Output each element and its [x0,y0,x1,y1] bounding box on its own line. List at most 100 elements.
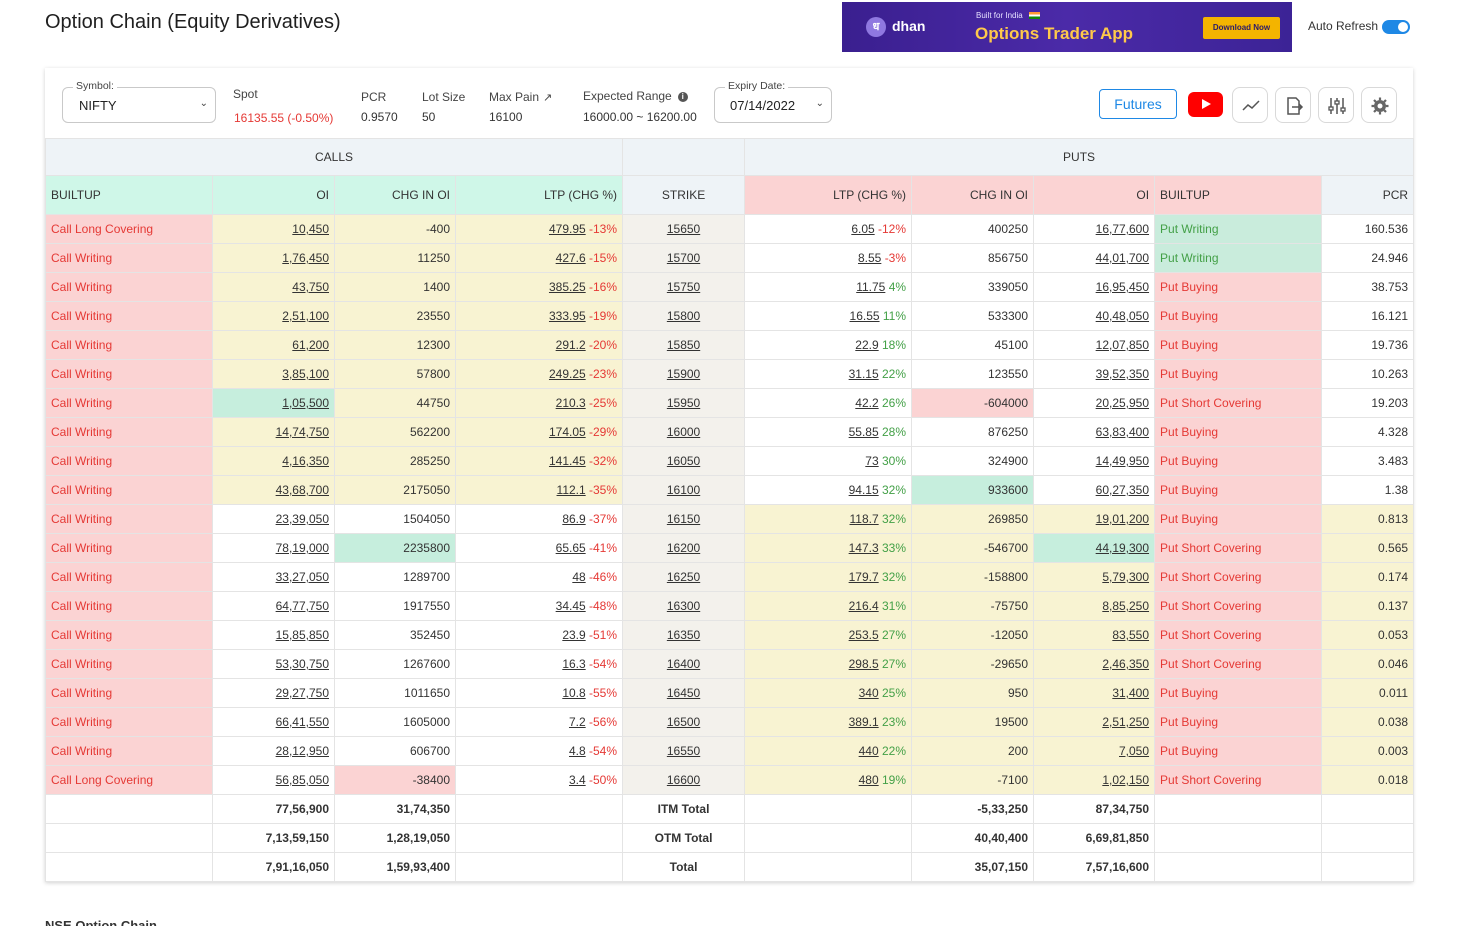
call-oi-link[interactable]: 4,16,350 [282,454,329,468]
export-button[interactable] [1275,87,1311,123]
call-oi-cell[interactable]: 43,750 [212,272,335,302]
call-ltp-cell[interactable]: 249.25 -23% [454,359,624,389]
put-ltp-cell[interactable]: 389.1 23% [744,707,913,737]
put-oi-cell[interactable]: 40,48,050 [1033,301,1156,331]
put-ltp-cell[interactable]: 94.15 32% [744,475,913,505]
call-ltp-link[interactable]: 7.2 [568,715,586,729]
strike-link[interactable]: 15900 [666,367,701,381]
call-oi-link[interactable]: 29,27,750 [275,686,329,700]
info-icon[interactable]: i [677,92,688,102]
put-oi-cell[interactable]: 2,51,250 [1033,707,1156,737]
put-ltp-cell[interactable]: 179.7 32% [744,562,913,592]
put-oi-link[interactable]: 2,51,250 [1102,715,1150,729]
strike-cell[interactable]: 15800 [622,301,746,331]
chart-button[interactable] [1232,87,1268,123]
put-oi-link[interactable]: 7,050 [1119,744,1150,758]
call-oi-cell[interactable]: 61,200 [212,330,335,360]
put-ltp-link[interactable]: 179.7 [848,570,879,584]
put-ltp-cell[interactable]: 31.15 22% [744,359,913,389]
put-oi-link[interactable]: 16,77,600 [1095,222,1150,236]
strike-cell[interactable]: 15900 [622,359,746,389]
put-oi-link[interactable]: 63,83,400 [1095,425,1150,439]
strike-link[interactable]: 16500 [666,715,701,729]
put-ltp-link[interactable]: 94.15 [848,483,879,497]
call-ltp-cell[interactable]: 291.2 -20% [454,330,624,360]
strike-cell[interactable]: 16100 [622,475,746,505]
put-ltp-cell[interactable]: 440 22% [744,736,913,766]
call-ltp-cell[interactable]: 86.9 -37% [454,504,624,534]
put-ltp-link[interactable]: 340 [858,686,879,700]
call-oi-link[interactable]: 3,85,100 [282,367,329,381]
put-oi-link[interactable]: 83,550 [1112,628,1150,642]
put-ltp-link[interactable]: 298.5 [848,657,879,671]
col-call-chg-oi[interactable]: CHG IN OI [334,175,456,215]
external-link-icon[interactable]: ↗ [543,92,553,104]
put-oi-cell[interactable]: 83,550 [1033,620,1156,650]
strike-cell[interactable]: 16050 [622,446,746,476]
call-oi-cell[interactable]: 29,27,750 [212,678,335,708]
strike-cell[interactable]: 16450 [622,678,746,708]
call-oi-cell[interactable]: 64,77,750 [212,591,335,621]
call-oi-cell[interactable]: 66,41,550 [212,707,335,737]
put-oi-link[interactable]: 60,27,350 [1095,483,1150,497]
col-put-builtup[interactable]: BUILTUP [1154,175,1323,215]
strike-cell[interactable]: 16500 [622,707,746,737]
call-ltp-link[interactable]: 141.45 [548,454,586,468]
strike-link[interactable]: 15950 [666,396,701,410]
call-oi-link[interactable]: 64,77,750 [275,599,329,613]
put-ltp-link[interactable]: 42.2 [855,396,879,410]
call-ltp-link[interactable]: 34.45 [555,599,586,613]
put-oi-link[interactable]: 8,85,250 [1102,599,1150,613]
put-oi-cell[interactable]: 20,25,950 [1033,388,1156,418]
put-ltp-link[interactable]: 6.05 [851,222,875,236]
put-oi-link[interactable]: 16,95,450 [1095,280,1150,294]
put-oi-link[interactable]: 5,79,300 [1102,570,1150,584]
put-oi-cell[interactable]: 44,01,700 [1033,243,1156,273]
call-oi-link[interactable]: 28,12,950 [275,744,329,758]
call-ltp-link[interactable]: 174.05 [548,425,586,439]
put-ltp-link[interactable]: 118.7 [849,512,879,526]
call-ltp-cell[interactable]: 34.45 -48% [454,591,624,621]
call-ltp-link[interactable]: 23.9 [562,628,586,642]
strike-link[interactable]: 15850 [666,338,701,352]
call-oi-link[interactable]: 33,27,050 [275,570,329,584]
put-ltp-link[interactable]: 55.85 [848,425,879,439]
call-ltp-cell[interactable]: 174.05 -29% [454,417,624,447]
strike-link[interactable]: 16250 [666,570,701,584]
call-ltp-cell[interactable]: 4.8 -54% [454,736,624,766]
put-oi-cell[interactable]: 1,02,150 [1033,765,1156,795]
futures-button[interactable]: Futures [1099,89,1177,119]
call-oi-link[interactable]: 1,05,500 [282,396,329,410]
call-ltp-link[interactable]: 291.2 [555,338,586,352]
call-ltp-link[interactable]: 3.4 [568,773,586,787]
strike-link[interactable]: 16450 [666,686,701,700]
strike-cell[interactable]: 16200 [622,533,746,563]
call-ltp-link[interactable]: 48 [572,570,586,584]
call-ltp-cell[interactable]: 65.65 -41% [454,533,624,563]
call-oi-cell[interactable]: 53,30,750 [212,649,335,679]
put-oi-cell[interactable]: 12,07,850 [1033,330,1156,360]
strike-link[interactable]: 16300 [666,599,701,613]
strike-cell[interactable]: 16550 [622,736,746,766]
put-ltp-link[interactable]: 440 [858,744,879,758]
strike-cell[interactable]: 16250 [622,562,746,592]
call-ltp-cell[interactable]: 10.8 -55% [454,678,624,708]
put-oi-cell[interactable]: 16,77,600 [1033,214,1156,244]
call-ltp-link[interactable]: 65.65 [555,541,586,555]
put-oi-link[interactable]: 14,49,950 [1095,454,1150,468]
strike-cell[interactable]: 15950 [622,388,746,418]
put-ltp-link[interactable]: 147.3 [848,541,879,555]
put-ltp-cell[interactable]: 6.05 -12% [744,214,913,244]
call-ltp-link[interactable]: 333.95 [548,309,586,323]
strike-link[interactable]: 16150 [666,512,701,526]
call-ltp-link[interactable]: 4.8 [568,744,586,758]
call-ltp-cell[interactable]: 210.3 -25% [454,388,624,418]
expiry-date-select[interactable]: Expiry Date: 07/14/2022 ⌄ [714,80,832,123]
col-put-oi[interactable]: OI [1033,175,1156,215]
strike-cell[interactable]: 16000 [622,417,746,447]
strike-link[interactable]: 16600 [666,773,701,787]
call-oi-link[interactable]: 53,30,750 [275,657,329,671]
call-ltp-cell[interactable]: 7.2 -56% [454,707,624,737]
call-oi-cell[interactable]: 2,51,100 [212,301,335,331]
call-ltp-cell[interactable]: 333.95 -19% [454,301,624,331]
